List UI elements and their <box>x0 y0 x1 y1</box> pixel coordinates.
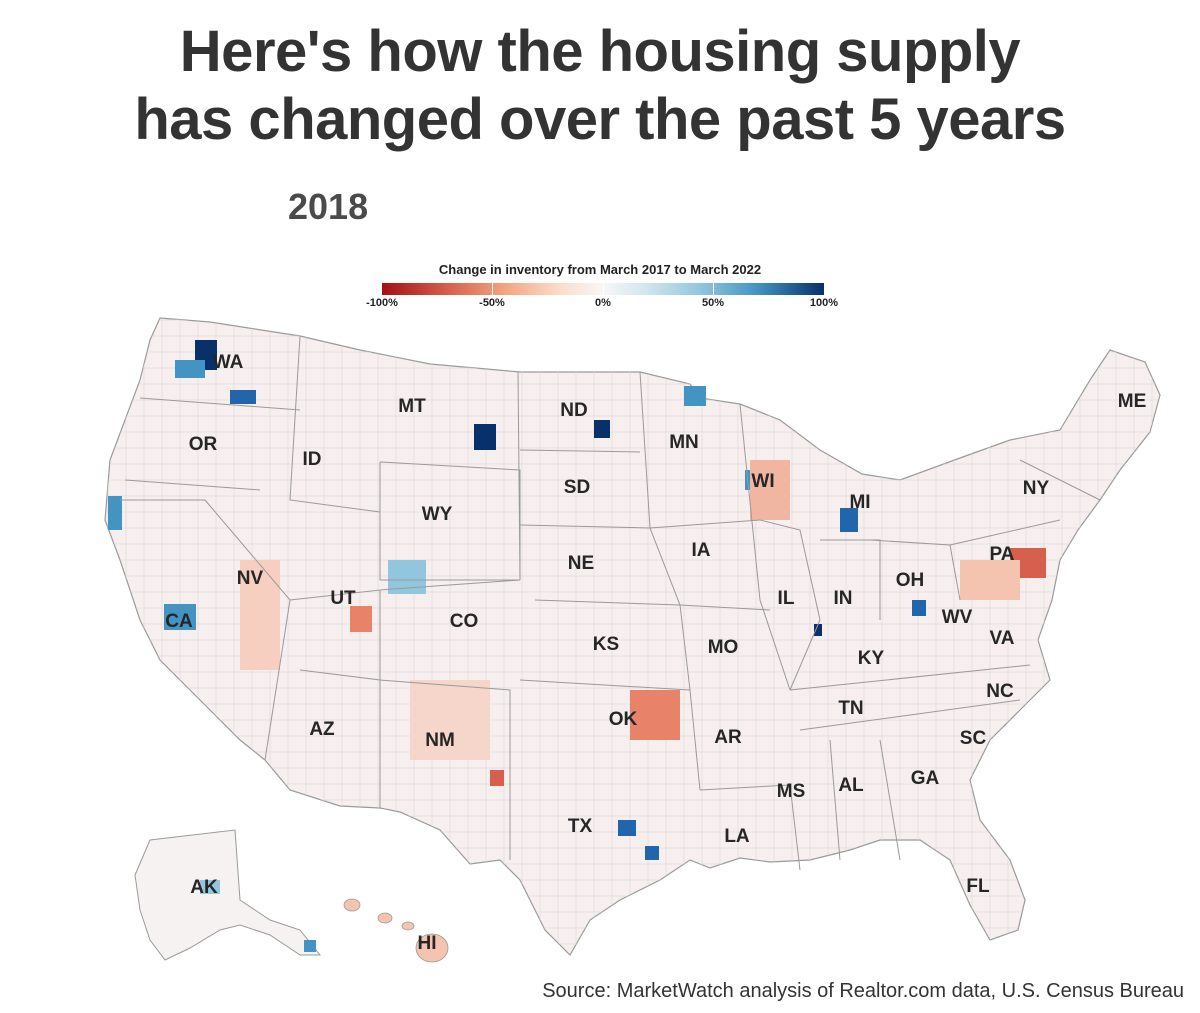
county-patch <box>840 508 858 532</box>
legend-tick-label: -100% <box>366 297 398 309</box>
county-patch <box>240 560 280 670</box>
county-patch <box>618 820 636 836</box>
hawaii-island <box>377 912 393 924</box>
state-label-ca: CA <box>165 611 193 632</box>
legend-gradient-bar <box>382 283 824 299</box>
legend-tick-mark <box>603 283 604 299</box>
year-label: 2018 <box>288 186 369 227</box>
source-note: Source: MarketWatch analysis of Realtor.… <box>542 980 1184 1002</box>
legend-tick-label: 50% <box>701 297 725 309</box>
legend-tick-labels: -100% -50% 0% 50% 100% <box>366 297 838 313</box>
county-grid <box>105 318 1160 955</box>
state-label-nd: ND <box>560 400 587 421</box>
state-label-ok: OK <box>609 709 638 730</box>
state-label-pa: PA <box>990 544 1015 565</box>
county-patch <box>684 386 706 406</box>
state-label-az: AZ <box>309 719 335 740</box>
title-line-1: Here's how the housing supply <box>179 19 1021 84</box>
state-label-mt: MT <box>398 396 426 417</box>
legend-tick-mark <box>492 283 493 299</box>
state-label-or: OR <box>189 434 218 455</box>
state-label-nv: NV <box>237 568 264 589</box>
state-label-sd: SD <box>564 477 590 498</box>
state-label-wi: WI <box>751 471 774 492</box>
county-patch <box>474 424 496 450</box>
state-label-nm: NM <box>425 730 455 751</box>
hawaii-island <box>401 921 415 931</box>
chart-title: Here's how the housing supply has change… <box>0 18 1200 154</box>
state-label-ak: AK <box>190 877 218 898</box>
state-label-co: CO <box>450 611 479 632</box>
state-label-il: IL <box>778 588 795 609</box>
state-label-ne: NE <box>568 553 594 574</box>
county-patch <box>814 624 822 636</box>
state-label-wv: WV <box>942 607 973 628</box>
legend-tick-label: 0% <box>595 297 611 309</box>
title-line-2: has changed over the past 5 years <box>134 87 1066 152</box>
county-patch <box>410 680 490 760</box>
us-county-map: WA OR ID MT WY ND SD NE MN IA WI MI NY M… <box>104 317 1161 963</box>
state-label-in: IN <box>834 588 853 609</box>
state-label-ia: IA <box>692 540 711 561</box>
state-label-va: VA <box>990 628 1015 649</box>
legend-tick-label: 100% <box>809 297 839 309</box>
county-patch <box>230 390 256 404</box>
map-fill-layer <box>104 317 1161 956</box>
state-label-id: ID <box>303 449 322 470</box>
county-patch <box>594 420 610 438</box>
state-label-tx: TX <box>568 816 593 837</box>
state-label-ut: UT <box>330 588 356 609</box>
county-patch <box>645 846 659 860</box>
state-label-mo: MO <box>708 637 739 658</box>
county-patch <box>960 560 1020 600</box>
county-patch <box>350 606 372 632</box>
state-label-ky: KY <box>858 648 885 669</box>
legend-title: Change in inventory from March 2017 to M… <box>438 262 762 277</box>
state-labels: WA OR ID MT WY ND SD NE MN IA WI MI NY M… <box>165 352 1146 954</box>
state-borders <box>120 335 1101 871</box>
state-label-la: LA <box>724 826 750 847</box>
state-label-al: AL <box>838 775 864 796</box>
state-label-wa: WA <box>213 352 244 373</box>
hawaii-inset <box>343 898 449 963</box>
state-label-nc: NC <box>986 681 1014 702</box>
state-label-ar: AR <box>714 727 742 748</box>
state-label-oh: OH <box>896 570 925 591</box>
legend-tick-mark <box>713 283 714 299</box>
county-patch <box>108 496 122 530</box>
state-label-ks: KS <box>593 634 619 655</box>
state-label-mn: MN <box>669 432 699 453</box>
county-patch <box>490 770 504 786</box>
state-label-tn: TN <box>838 698 863 719</box>
county-patch <box>164 604 196 630</box>
state-label-ga: GA <box>911 768 940 789</box>
state-label-wy: WY <box>422 504 453 525</box>
county-patch <box>630 690 680 740</box>
hawaii-island <box>343 898 361 912</box>
state-label-hi: HI <box>418 933 437 954</box>
state-label-me: ME <box>1118 391 1147 412</box>
state-label-ny: NY <box>1023 478 1050 499</box>
color-legend: Change in inventory from March 2017 to M… <box>350 262 850 313</box>
state-label-ms: MS <box>777 781 806 802</box>
county-patch <box>304 940 316 952</box>
county-patch <box>175 360 205 378</box>
alaska-shape <box>134 829 322 961</box>
state-label-fl: FL <box>966 876 990 897</box>
county-patch <box>750 460 790 520</box>
hawaii-island <box>415 933 449 963</box>
legend-tick-label: -50% <box>479 297 505 309</box>
state-label-mi: MI <box>849 492 870 513</box>
alaska-inset <box>134 829 322 961</box>
county-patch <box>912 600 926 616</box>
county-patch <box>200 880 220 894</box>
state-label-sc: SC <box>960 728 987 749</box>
